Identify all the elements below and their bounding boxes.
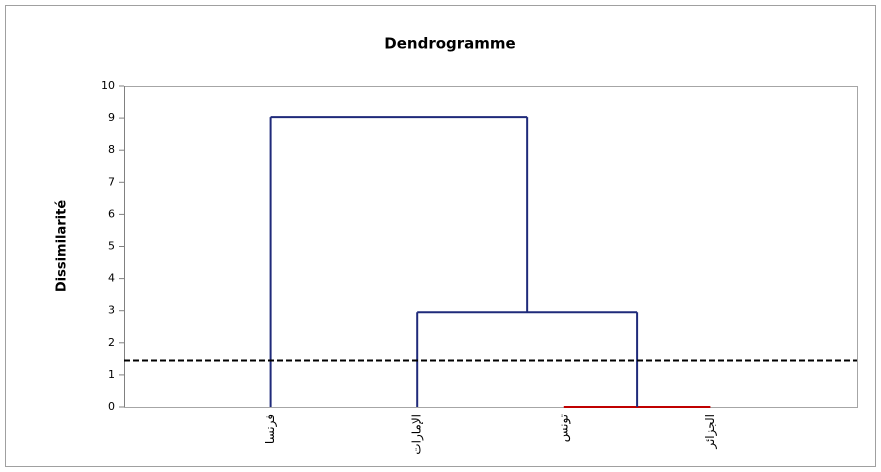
- y-tick-label: 3: [108, 304, 115, 317]
- y-tick-label: 0: [108, 400, 115, 413]
- y-tick-label: 10: [101, 79, 115, 92]
- x-tick-label: الجزائر: [703, 414, 718, 450]
- chart-frame: [5, 5, 876, 467]
- x-tick-label: فرنسا: [263, 414, 278, 444]
- y-tick-label: 5: [108, 240, 115, 253]
- x-tick-label: الإمارات: [410, 414, 425, 455]
- y-tick-label: 4: [108, 272, 115, 285]
- y-tick-label: 6: [108, 207, 115, 220]
- x-tick-label: تونس: [556, 414, 571, 442]
- y-tick-label: 2: [108, 336, 115, 349]
- y-tick-label: 1: [108, 368, 115, 381]
- y-tick-label: 8: [108, 143, 115, 156]
- y-tick-label: 7: [108, 175, 115, 188]
- y-tick-label: 9: [108, 111, 115, 124]
- y-axis-title: Dissimilarité: [55, 200, 70, 292]
- chart-title: Dendrogramme: [384, 35, 515, 53]
